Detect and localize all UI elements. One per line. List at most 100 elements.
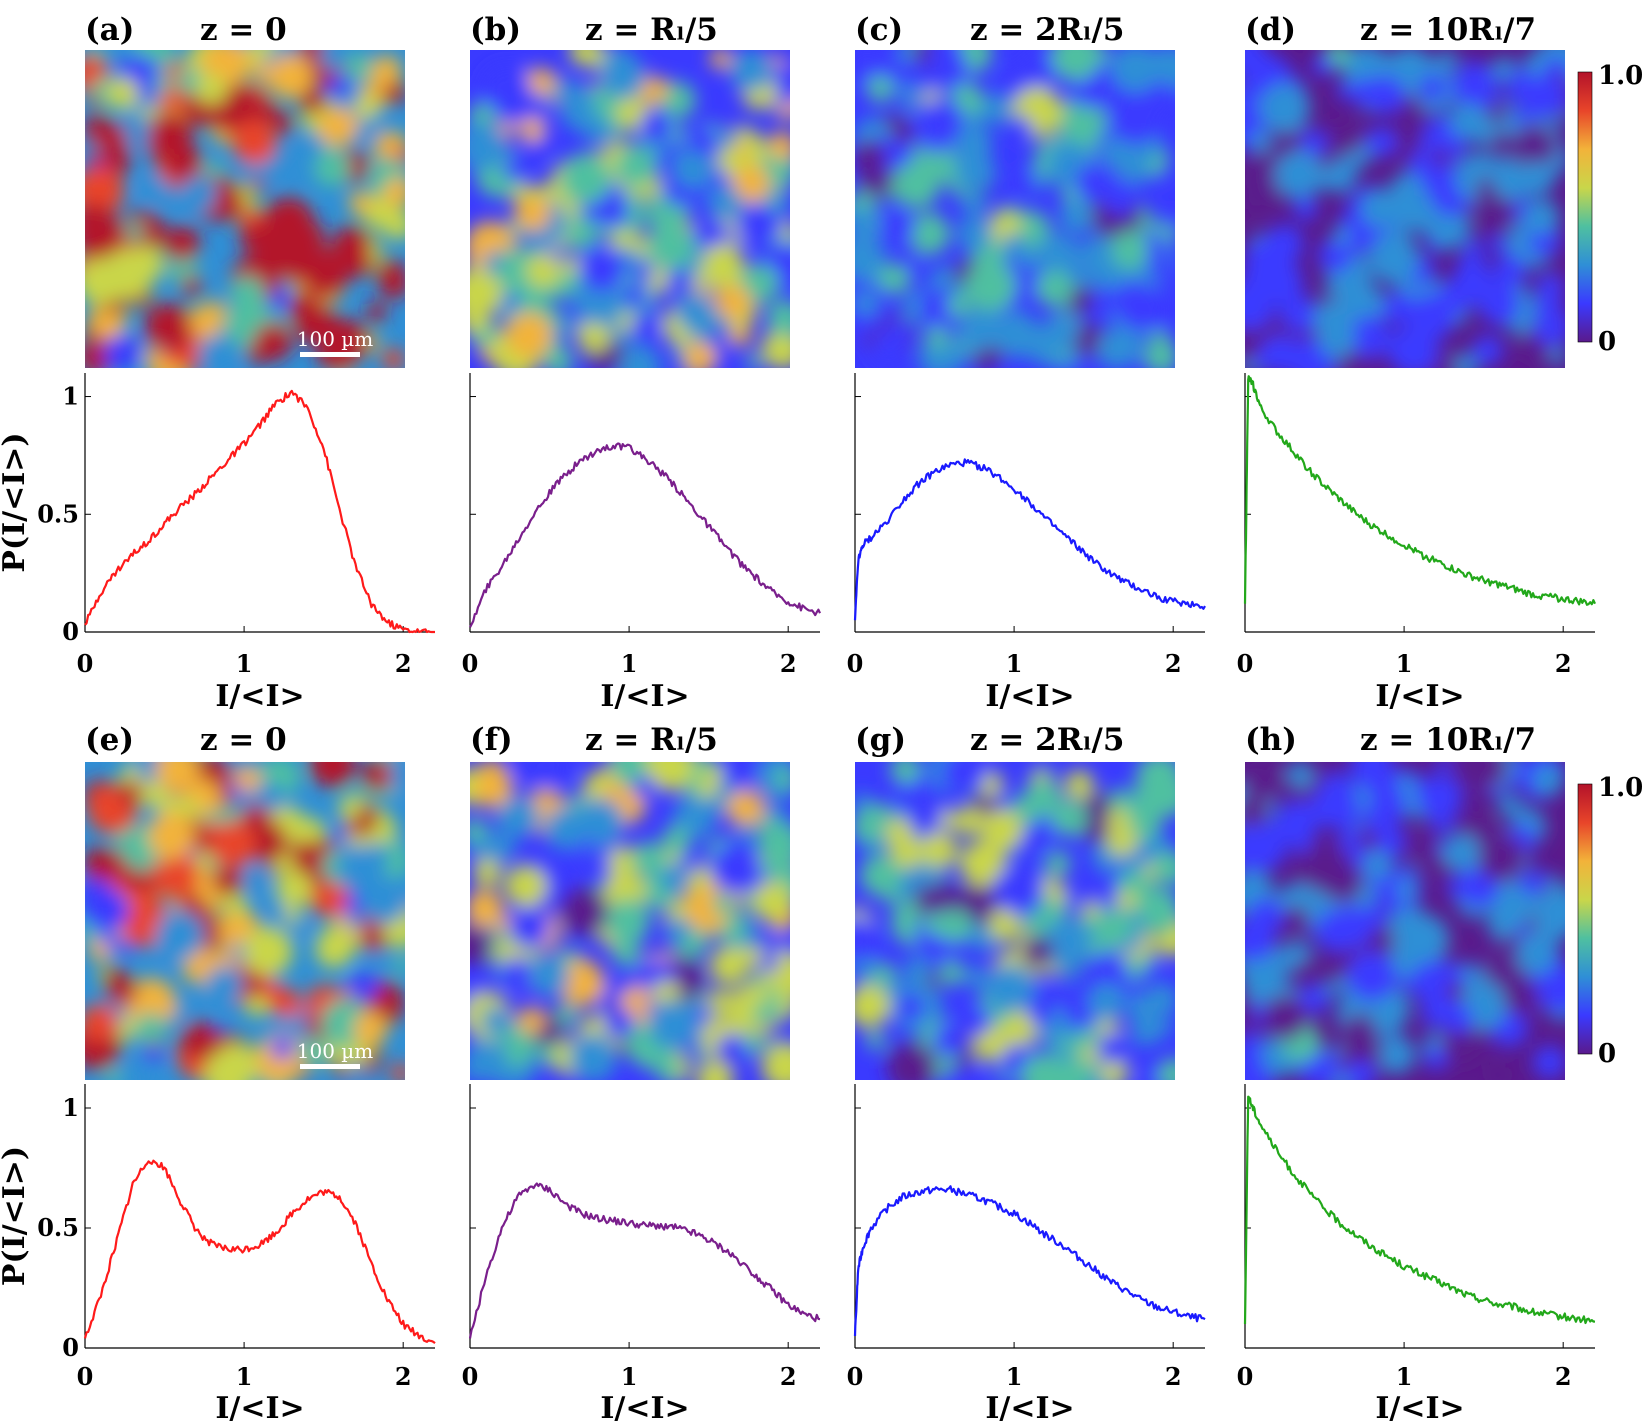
x-axis-title: I/<I> bbox=[985, 1391, 1074, 1424]
data-point bbox=[1403, 1265, 1405, 1267]
colorbar bbox=[1577, 783, 1593, 1055]
data-point bbox=[1467, 574, 1469, 576]
x-tick-label: 1 bbox=[1396, 1362, 1413, 1391]
data-point bbox=[676, 1227, 678, 1229]
data-point bbox=[84, 1337, 86, 1339]
data-point bbox=[787, 1304, 789, 1306]
histogram-panel: 0 1 2 I/<I> bbox=[462, 1084, 821, 1424]
data-point bbox=[857, 1268, 859, 1270]
x-tick-label: 0 bbox=[462, 1362, 479, 1391]
data-point bbox=[1387, 534, 1389, 536]
data-point bbox=[469, 1337, 471, 1339]
data-point bbox=[1061, 532, 1063, 534]
x-tick-label: 1 bbox=[236, 1362, 253, 1391]
data-point bbox=[1307, 1191, 1309, 1193]
x-axis-title: I/<I> bbox=[215, 1391, 304, 1424]
y-tick-label: 0.5 bbox=[37, 1213, 79, 1242]
data-point bbox=[1124, 581, 1126, 583]
data-point bbox=[1419, 553, 1421, 555]
data-point bbox=[434, 631, 436, 633]
data-point bbox=[1244, 603, 1246, 605]
data-point bbox=[1244, 1323, 1246, 1325]
histogram-panel: 0 1 200.51I/<I>P(I/<I>) bbox=[0, 1084, 436, 1424]
data-point bbox=[902, 499, 904, 501]
data-point bbox=[1355, 1234, 1357, 1236]
data-point bbox=[1045, 518, 1047, 520]
data-point bbox=[1140, 1299, 1142, 1301]
data-point bbox=[1061, 1244, 1063, 1246]
data-point bbox=[418, 631, 420, 633]
scale-bar bbox=[300, 352, 360, 357]
data-point bbox=[84, 624, 86, 626]
data-point bbox=[787, 600, 789, 602]
z-label: z = 0 bbox=[200, 722, 287, 758]
data-point bbox=[179, 506, 181, 508]
panel-label: (h) bbox=[1245, 722, 1297, 758]
data-point bbox=[1339, 1222, 1341, 1224]
x-tick-label: 0 bbox=[462, 649, 479, 678]
z-label: z = Rₗ/5 bbox=[585, 12, 718, 48]
data-point bbox=[402, 628, 404, 630]
data-point bbox=[1482, 579, 1484, 581]
data-point bbox=[1013, 1212, 1015, 1214]
data-point bbox=[755, 1275, 757, 1277]
z-label: z = 0 bbox=[200, 12, 287, 48]
speckle-images: 100 µm 100 µm 1.0 0 1.0 0 bbox=[85, 50, 1643, 1080]
data-point bbox=[644, 1224, 646, 1226]
data-point bbox=[997, 475, 999, 477]
data-point bbox=[723, 1248, 725, 1250]
colorbar-min-label: 0 bbox=[1598, 1039, 1616, 1069]
data-point bbox=[580, 459, 582, 461]
data-point bbox=[1276, 1150, 1278, 1152]
data-point bbox=[532, 513, 534, 515]
data-point bbox=[1355, 513, 1357, 515]
z-label: z = Rₗ/5 bbox=[585, 722, 718, 758]
data-point bbox=[227, 459, 229, 461]
histogram-curve bbox=[853, 458, 1206, 621]
data-point bbox=[1451, 567, 1453, 569]
data-point bbox=[596, 1217, 598, 1219]
data-point bbox=[418, 1335, 420, 1337]
data-point bbox=[862, 544, 864, 546]
data-point bbox=[886, 520, 888, 522]
data-point bbox=[116, 1239, 118, 1241]
data-point bbox=[243, 442, 245, 444]
data-point bbox=[1323, 1208, 1325, 1210]
data-point bbox=[1498, 584, 1500, 586]
data-point bbox=[291, 1212, 293, 1214]
data-point bbox=[338, 508, 340, 510]
data-point bbox=[803, 1313, 805, 1315]
data-point bbox=[1108, 572, 1110, 574]
data-point bbox=[997, 1205, 999, 1207]
data-point bbox=[195, 1229, 197, 1231]
data-point bbox=[370, 603, 372, 605]
data-point bbox=[485, 1275, 487, 1277]
data-point bbox=[1077, 1256, 1079, 1258]
x-tick-label: 2 bbox=[780, 649, 797, 678]
panel-label: (c) bbox=[855, 12, 903, 48]
data-point bbox=[1029, 501, 1031, 503]
data-point bbox=[723, 544, 725, 546]
data-point bbox=[1188, 1316, 1190, 1318]
data-point bbox=[386, 621, 388, 623]
histogram-panel: 0 1 2 I/<I> bbox=[847, 1084, 1206, 1424]
x-tick-label: 1 bbox=[1396, 649, 1413, 678]
z-label: z = 10Rₗ/7 bbox=[1360, 722, 1536, 758]
data-point bbox=[644, 457, 646, 459]
data-point bbox=[163, 1167, 165, 1169]
data-point bbox=[338, 1196, 340, 1198]
data-point bbox=[707, 1239, 709, 1241]
data-point bbox=[1371, 525, 1373, 527]
y-tick-label: 1 bbox=[62, 1093, 79, 1122]
data-point bbox=[1578, 600, 1580, 602]
histogram-curve bbox=[1243, 375, 1597, 606]
data-point bbox=[1276, 431, 1278, 433]
data-point bbox=[564, 473, 566, 475]
data-point bbox=[803, 607, 805, 609]
x-tick-label: 1 bbox=[621, 649, 638, 678]
data-point bbox=[1530, 593, 1532, 595]
data-point bbox=[211, 475, 213, 477]
data-point bbox=[1204, 1318, 1206, 1320]
data-point bbox=[739, 563, 741, 565]
